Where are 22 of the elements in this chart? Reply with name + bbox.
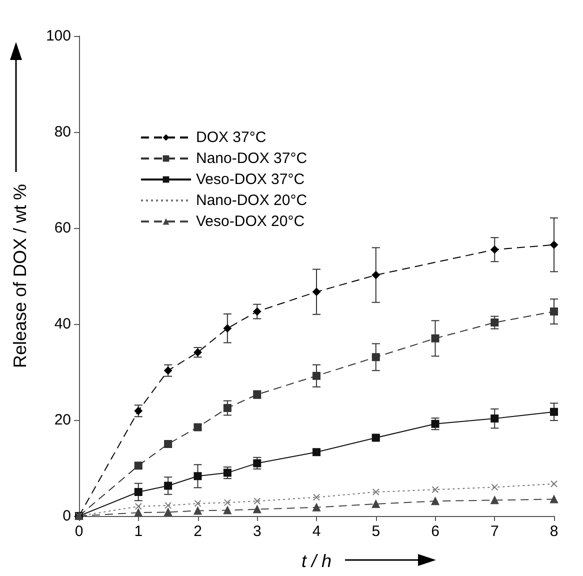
- x-tick-label: 8: [550, 523, 558, 540]
- x-tick-label: 4: [312, 523, 321, 540]
- x-tick-label: 1: [134, 523, 143, 540]
- legend-label: Nano-DOX 20°C: [196, 192, 308, 209]
- legend-label: Veso-DOX 37°C: [196, 171, 305, 188]
- x-axis-title: t / h: [301, 551, 332, 571]
- y-tick-label: 60: [54, 220, 71, 236]
- x-tick-label: 5: [372, 523, 380, 540]
- y-tick-label: 100: [46, 28, 71, 44]
- y-tick-label: 80: [54, 124, 71, 140]
- x-tick-label: 7: [490, 523, 499, 540]
- legend-label: DOX 37°C: [196, 129, 266, 146]
- y-tick-label: 20: [54, 412, 71, 428]
- y-tick-label: 0: [62, 508, 71, 524]
- x-tick-label: 6: [431, 523, 440, 540]
- legend-label: Veso-DOX 20°C: [196, 213, 305, 230]
- y-axis-title: Release of DOX / wt %: [10, 184, 30, 368]
- x-tick-label: 3: [252, 523, 262, 540]
- x-tick-label: 0: [74, 523, 84, 540]
- y-tick-label: 40: [54, 316, 71, 332]
- x-tick-label: 2: [194, 523, 202, 540]
- legend-label: Nano-DOX 37°C: [196, 150, 308, 167]
